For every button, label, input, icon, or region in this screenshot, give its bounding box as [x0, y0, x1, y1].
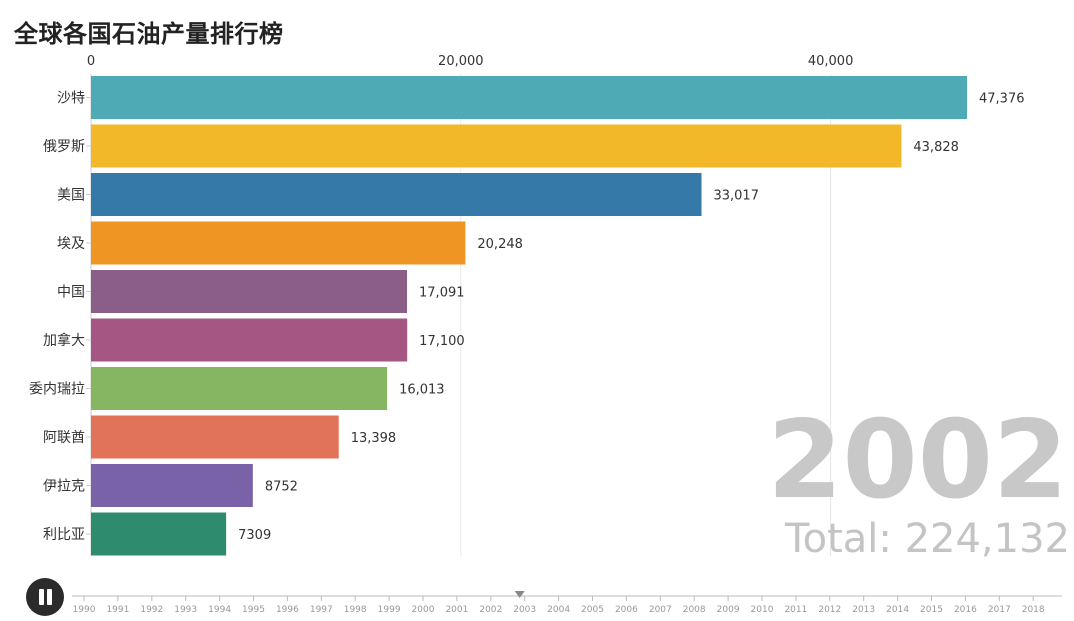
bar — [91, 464, 253, 507]
bar — [91, 76, 967, 119]
total-label: Total: 224,132 — [784, 516, 1070, 562]
category-label: 中国 — [57, 285, 85, 301]
timeline-year-label[interactable]: 2008 — [683, 605, 706, 615]
timeline-year-label[interactable]: 1991 — [106, 605, 129, 615]
category-label: 俄罗斯 — [43, 139, 85, 155]
timeline-year-label[interactable]: 1992 — [140, 605, 163, 615]
x-tick-label: 20,000 — [438, 54, 484, 69]
timeline-year-label[interactable]: 1996 — [276, 605, 299, 615]
timeline-year-label[interactable]: 1997 — [310, 605, 333, 615]
timeline-year-label[interactable]: 2010 — [751, 605, 774, 615]
timeline-year-label[interactable]: 1995 — [242, 605, 265, 615]
timeline-year-label[interactable]: 1999 — [378, 605, 401, 615]
timeline-year-label[interactable]: 2011 — [784, 605, 807, 615]
value-label: 47,376 — [979, 92, 1025, 107]
bar — [91, 124, 902, 168]
timeline-year-label[interactable]: 2001 — [445, 605, 468, 615]
year-label: 2002 — [767, 398, 1068, 523]
category-label: 伊拉克 — [43, 479, 85, 495]
timeline-year-label[interactable]: 1998 — [344, 605, 367, 615]
pause-icon — [39, 589, 44, 605]
category-label: 利比亚 — [43, 527, 85, 543]
value-label: 20,248 — [477, 237, 522, 252]
category-label: 加拿大 — [43, 332, 85, 349]
x-tick-label: 40,000 — [808, 54, 854, 69]
timeline-year-label[interactable]: 2004 — [547, 605, 570, 615]
value-label: 8752 — [265, 480, 298, 495]
timeline-year-label[interactable]: 2009 — [717, 605, 740, 615]
category-label: 沙特 — [57, 91, 85, 107]
value-label: 43,828 — [913, 140, 959, 155]
value-label: 17,091 — [419, 286, 465, 301]
bar — [91, 221, 466, 265]
bar — [91, 173, 702, 216]
bar — [91, 512, 227, 556]
timeline-year-label[interactable]: 2012 — [818, 605, 841, 615]
timeline-year-label[interactable]: 2013 — [852, 605, 875, 615]
category-label: 委内瑞拉 — [29, 382, 85, 398]
timeline-year-label[interactable]: 2006 — [615, 605, 638, 615]
timeline-year-label[interactable]: 2014 — [886, 605, 909, 615]
timeline-marker[interactable] — [514, 591, 525, 598]
value-label: 7309 — [238, 528, 271, 543]
timeline-year-label[interactable]: 2005 — [581, 605, 604, 615]
bar — [91, 367, 388, 410]
value-label: 13,398 — [351, 431, 397, 446]
bar — [91, 270, 408, 313]
timeline-year-label[interactable]: 2007 — [649, 605, 672, 615]
timeline-year-label[interactable]: 2016 — [954, 605, 977, 615]
timeline-year-label[interactable]: 2018 — [1022, 605, 1045, 615]
timeline-year-label[interactable]: 2003 — [513, 605, 536, 615]
category-label: 阿联酋 — [43, 429, 85, 446]
value-label: 16,013 — [399, 383, 445, 398]
value-label: 17,100 — [419, 334, 465, 349]
timeline-year-label[interactable]: 2000 — [412, 605, 435, 615]
category-label: 美国 — [57, 188, 85, 204]
category-label: 埃及 — [57, 236, 85, 252]
pause-button[interactable] — [26, 578, 64, 616]
bar — [91, 415, 339, 459]
value-label: 33,017 — [713, 189, 759, 204]
chart-title: 全球各国石油产量排行榜 — [14, 20, 284, 48]
bar — [91, 318, 408, 362]
timeline-year-label[interactable]: 2002 — [479, 605, 502, 615]
timeline-year-label[interactable]: 1990 — [73, 605, 96, 615]
timeline-year-label[interactable]: 1994 — [208, 605, 231, 615]
timeline-year-label[interactable]: 2017 — [988, 605, 1011, 615]
timeline-year-label[interactable]: 2015 — [920, 605, 943, 615]
timeline-year-label[interactable]: 1993 — [174, 605, 197, 615]
x-tick-label: 0 — [87, 54, 95, 69]
